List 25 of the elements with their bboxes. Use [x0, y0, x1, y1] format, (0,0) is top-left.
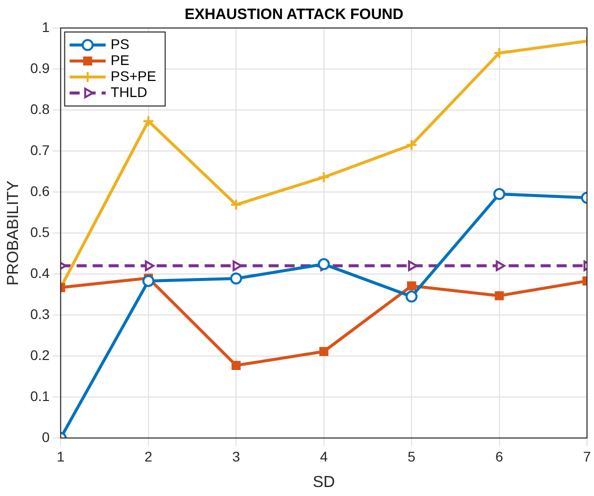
- y-tick-label: 0.1: [30, 388, 50, 404]
- x-tick-label: 3: [232, 448, 240, 464]
- x-tick-label: 1: [56, 448, 65, 464]
- legend-label: PS+PE: [110, 68, 156, 84]
- y-axis-title: PROBABILITY: [5, 180, 22, 286]
- chart-title: EXHAUSTION ATTACK FOUND: [184, 6, 404, 24]
- y-tick-label: 0.9: [30, 60, 50, 76]
- y-tick-label: 0.4: [30, 264, 50, 281]
- y-tick-label: 0.6: [30, 182, 50, 199]
- legend-label: PE: [110, 52, 130, 68]
- y-tick-label: 0: [42, 428, 50, 445]
- y-tick-label: 0.5: [30, 224, 50, 240]
- x-tick-label: 2: [144, 448, 152, 464]
- y-tick-label: 0.7: [30, 142, 50, 158]
- y-tick-label: 0.8: [30, 100, 50, 117]
- y-tick-label: 1: [42, 18, 50, 35]
- x-tick-label: 4: [320, 448, 328, 464]
- x-axis-title: SD: [312, 474, 335, 491]
- y-tick-label: 0.2: [30, 346, 50, 363]
- x-tick-label: 5: [408, 448, 416, 464]
- legend-label: THLD: [110, 84, 148, 100]
- y-tick-label: 0.3: [30, 306, 50, 322]
- x-tick-label: 7: [583, 448, 592, 464]
- x-tick-label: 6: [495, 448, 504, 464]
- legend-label: PS: [110, 36, 130, 52]
